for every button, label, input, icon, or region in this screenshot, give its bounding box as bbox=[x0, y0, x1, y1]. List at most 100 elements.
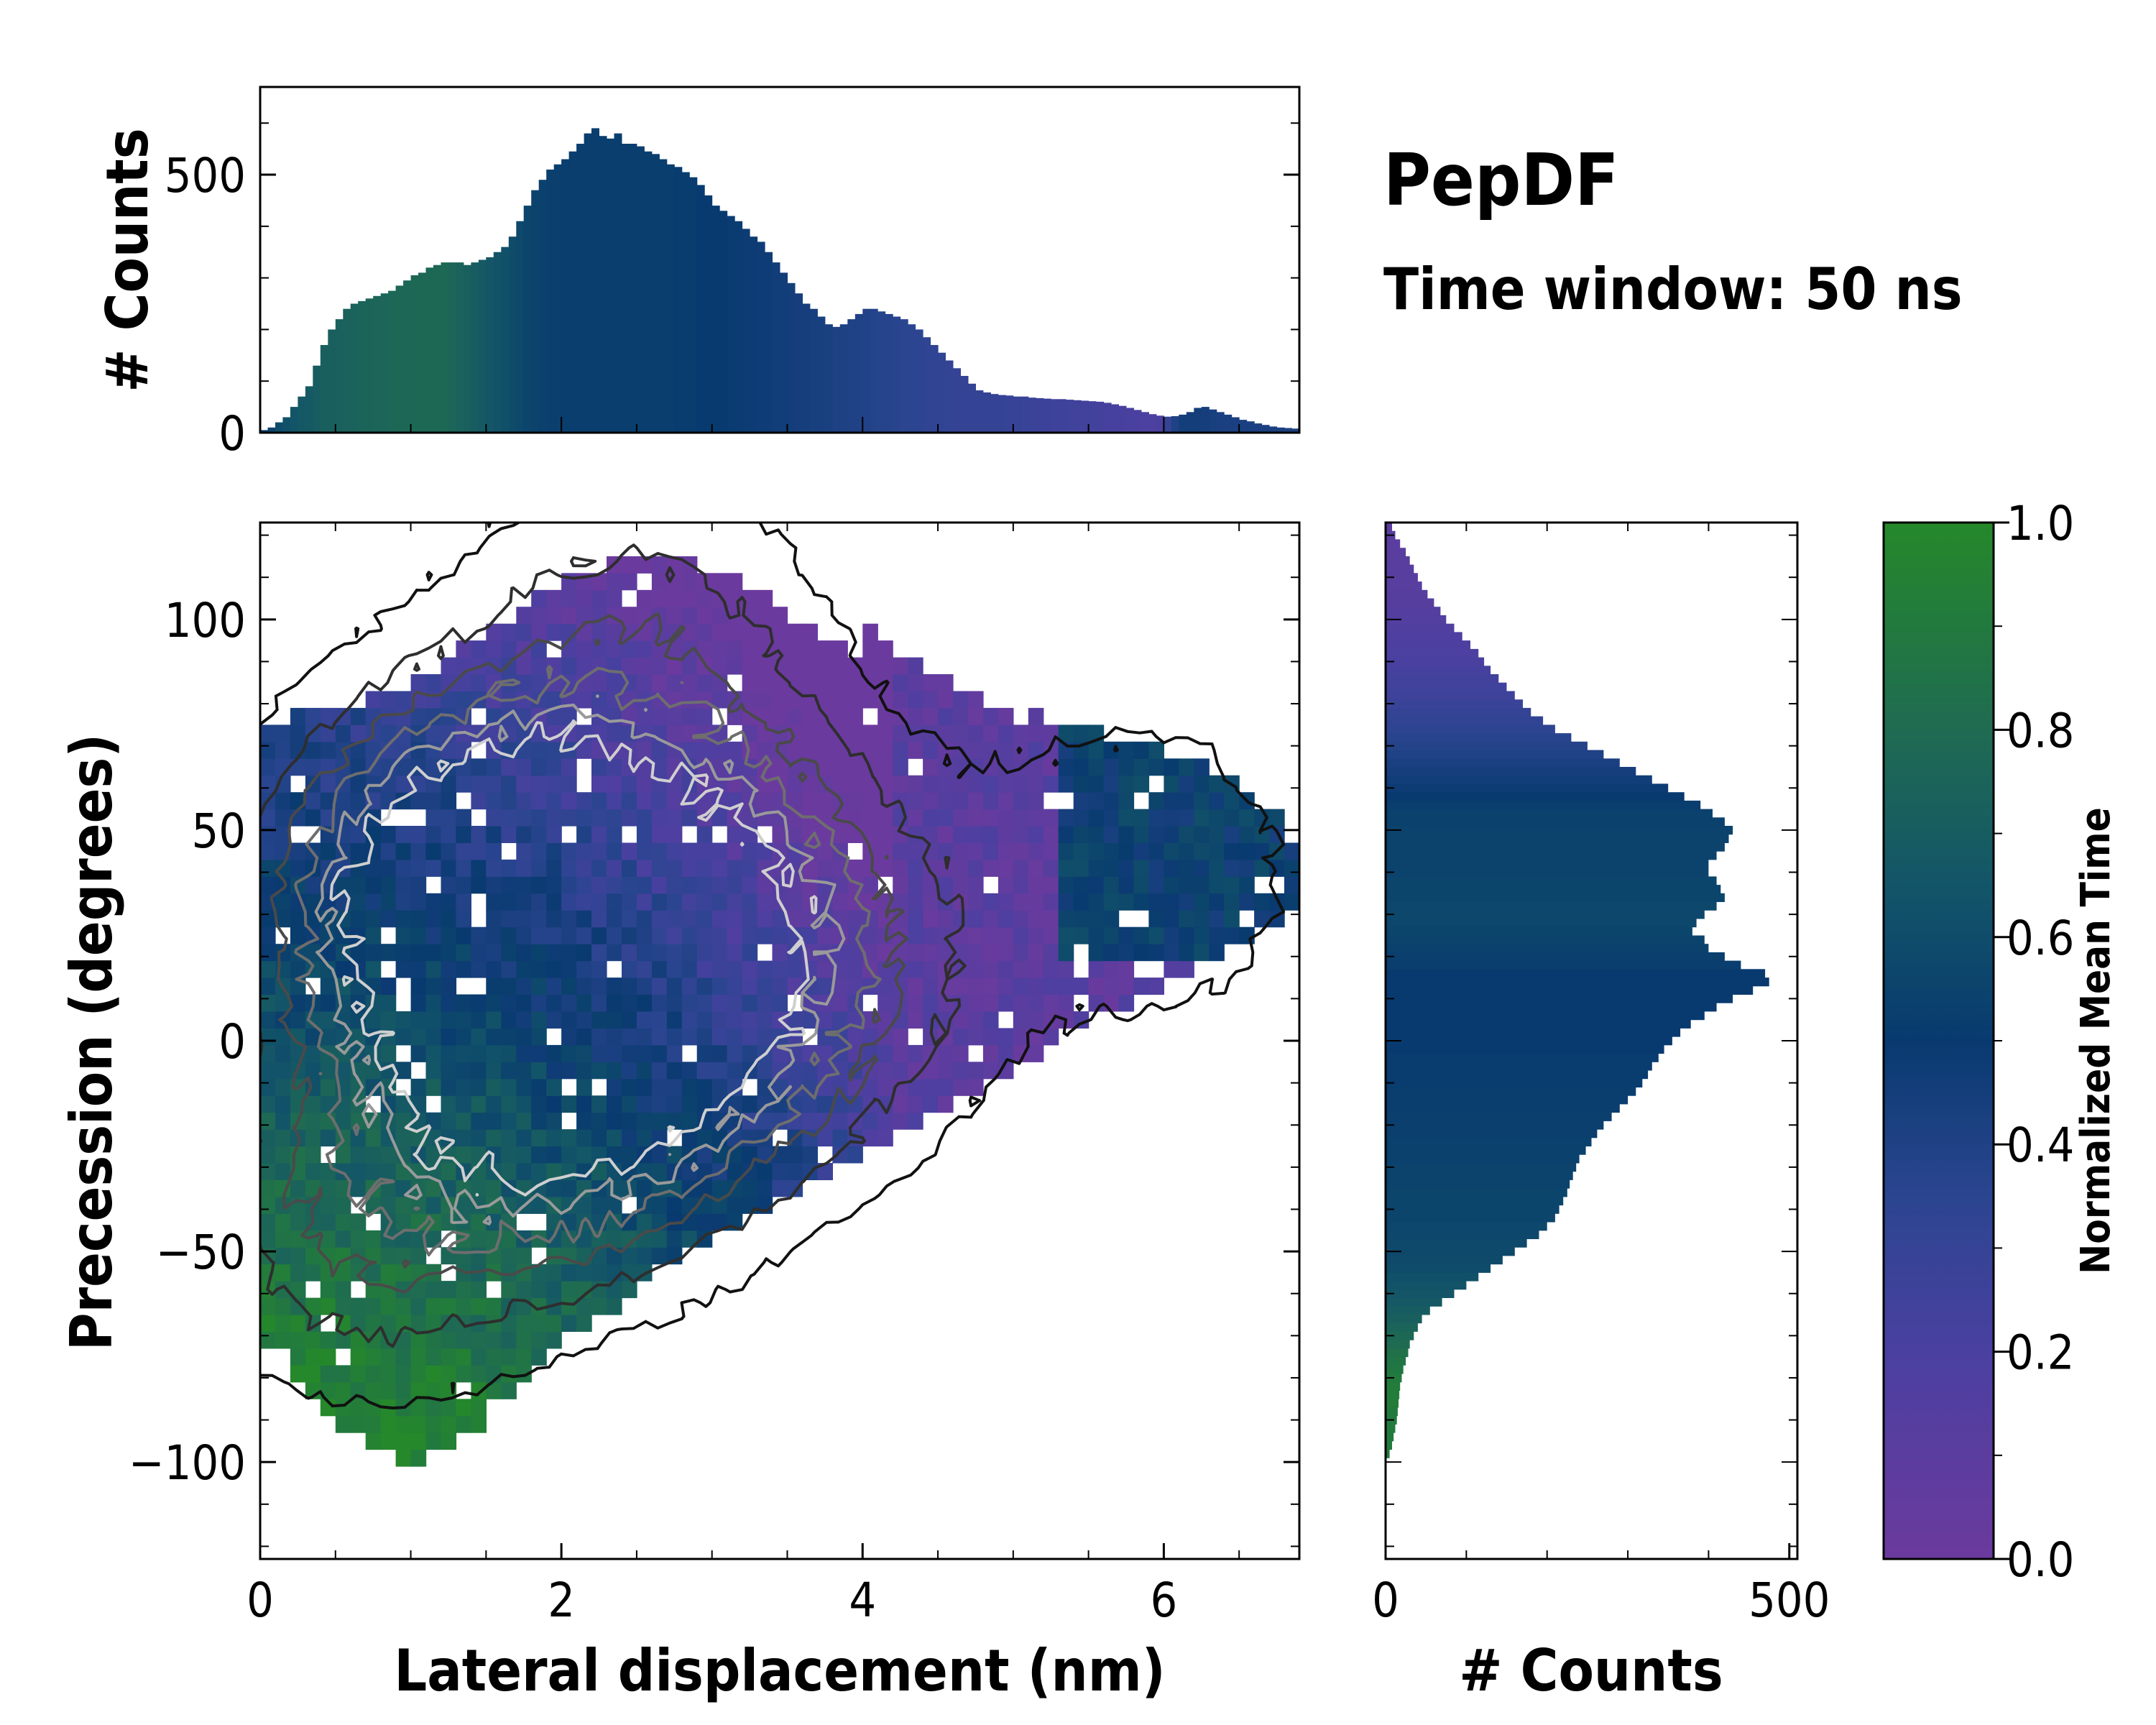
heatmap-cell bbox=[862, 657, 878, 675]
heatmap-cell bbox=[666, 910, 683, 928]
heatmap-cell bbox=[441, 1315, 457, 1332]
heatmap-cell bbox=[576, 1011, 592, 1029]
heatmap-cell bbox=[622, 1112, 637, 1130]
heatmap-cell bbox=[1133, 859, 1150, 877]
heatmap-cell bbox=[681, 910, 698, 928]
heatmap-cell bbox=[576, 1044, 592, 1062]
heatmap-cell bbox=[651, 589, 668, 607]
heatmap-cell bbox=[531, 1044, 547, 1062]
heatmap-cell bbox=[666, 809, 683, 827]
heatmap-cell bbox=[1164, 926, 1179, 944]
heatmap-cell bbox=[486, 1179, 502, 1197]
heatmap-cell bbox=[546, 1264, 562, 1282]
heatmap-cell bbox=[832, 707, 848, 725]
heatmap-cell bbox=[380, 724, 397, 742]
heatmap-cell bbox=[365, 893, 382, 911]
heatmap-cell bbox=[607, 1044, 622, 1062]
heatmap-cell bbox=[305, 859, 321, 877]
top-hist-bar bbox=[817, 316, 826, 433]
right-hist-bar bbox=[1386, 1213, 1555, 1223]
heatmap-cell bbox=[651, 910, 668, 928]
heatmap-cell bbox=[576, 1297, 592, 1315]
heatmap-cell bbox=[622, 1078, 637, 1096]
x-tick-label: 4 bbox=[849, 1573, 876, 1628]
heatmap-cell bbox=[425, 1196, 442, 1214]
heatmap-cell bbox=[260, 1062, 276, 1080]
heatmap-cell bbox=[696, 978, 713, 995]
heatmap-cell bbox=[666, 1196, 683, 1214]
heatmap-cell bbox=[802, 1044, 818, 1062]
heatmap-cell bbox=[531, 589, 547, 607]
heatmap-cell bbox=[501, 1213, 517, 1231]
heatmap-cell bbox=[1133, 926, 1150, 944]
heatmap-cell bbox=[486, 1011, 502, 1029]
heatmap-cell bbox=[516, 994, 532, 1012]
top-histogram-frame bbox=[259, 86, 1301, 434]
heatmap-cell bbox=[1073, 978, 1089, 995]
heatmap-cell bbox=[425, 893, 442, 911]
heatmap-cell bbox=[395, 1011, 412, 1029]
top-hist-bar bbox=[1284, 428, 1292, 433]
chart-title: PepDF bbox=[1383, 138, 1619, 222]
heatmap-cell bbox=[1103, 893, 1120, 911]
heatmap-cell bbox=[516, 1078, 532, 1096]
heatmap-cell bbox=[1179, 792, 1194, 810]
right-hist-bar bbox=[1386, 556, 1410, 566]
heatmap-cell bbox=[471, 1078, 487, 1096]
heatmap-cell bbox=[847, 724, 863, 742]
heatmap-cell bbox=[260, 724, 276, 742]
heatmap-cell bbox=[772, 978, 788, 995]
heatmap-cell bbox=[607, 775, 622, 793]
heatmap-cell bbox=[622, 792, 637, 810]
heatmap-cell bbox=[531, 1196, 547, 1214]
heatmap-cell bbox=[666, 1078, 683, 1096]
heatmap-cell bbox=[1043, 876, 1059, 894]
top-hist-bar bbox=[1073, 400, 1082, 433]
heatmap-cell bbox=[395, 1213, 412, 1231]
heatmap-cell bbox=[742, 1129, 758, 1147]
heatmap-cell bbox=[350, 1381, 367, 1399]
heatmap-cell bbox=[1043, 926, 1059, 944]
heatmap-cell bbox=[817, 691, 833, 709]
heatmap-cell bbox=[651, 691, 668, 709]
heatmap-cell bbox=[486, 1348, 502, 1366]
top-hist-bar bbox=[471, 262, 479, 433]
heatmap-cell bbox=[651, 573, 668, 591]
heatmap-cell bbox=[636, 809, 653, 827]
heatmap-cell bbox=[395, 926, 412, 944]
heatmap-cell bbox=[787, 910, 803, 928]
heatmap-cell bbox=[1148, 741, 1164, 759]
top-hist-bar bbox=[380, 293, 389, 433]
heatmap-cell bbox=[893, 1062, 908, 1080]
top-hist-bar bbox=[930, 345, 939, 433]
heatmap-cell bbox=[531, 809, 547, 827]
heatmap-cell bbox=[1209, 910, 1225, 928]
top-hist-bar bbox=[282, 417, 291, 433]
heatmap-cell bbox=[350, 842, 367, 860]
heatmap-cell bbox=[982, 707, 999, 725]
heatmap-cell bbox=[501, 1112, 517, 1130]
heatmap-cell bbox=[953, 859, 969, 877]
colorbar-tick-label: 0.4 bbox=[2007, 1118, 2074, 1173]
top-hist-bar bbox=[320, 345, 328, 433]
heatmap-cell bbox=[486, 826, 502, 843]
heatmap-cell bbox=[591, 910, 607, 928]
heatmap-cell bbox=[832, 1112, 848, 1130]
top-hist-bar bbox=[750, 236, 758, 433]
heatmap-cell bbox=[696, 944, 713, 962]
heatmap-cell bbox=[531, 893, 547, 911]
heatmap-cell bbox=[1073, 910, 1089, 928]
heatmap-cell bbox=[320, 741, 336, 759]
heatmap-cell bbox=[982, 1062, 999, 1080]
heatmap-cell bbox=[486, 1028, 502, 1046]
heatmap-cell bbox=[1209, 926, 1225, 944]
heatmap-cell bbox=[847, 1146, 863, 1164]
heatmap-cell bbox=[456, 994, 471, 1012]
heatmap-cell bbox=[727, 859, 743, 877]
right-hist-bar bbox=[1386, 674, 1499, 684]
heatmap-cell bbox=[968, 792, 984, 810]
heatmap-cell bbox=[772, 623, 788, 641]
heatmap-cell bbox=[486, 926, 502, 944]
top-hist-bar bbox=[998, 395, 1006, 433]
heatmap-cell bbox=[1103, 960, 1120, 978]
